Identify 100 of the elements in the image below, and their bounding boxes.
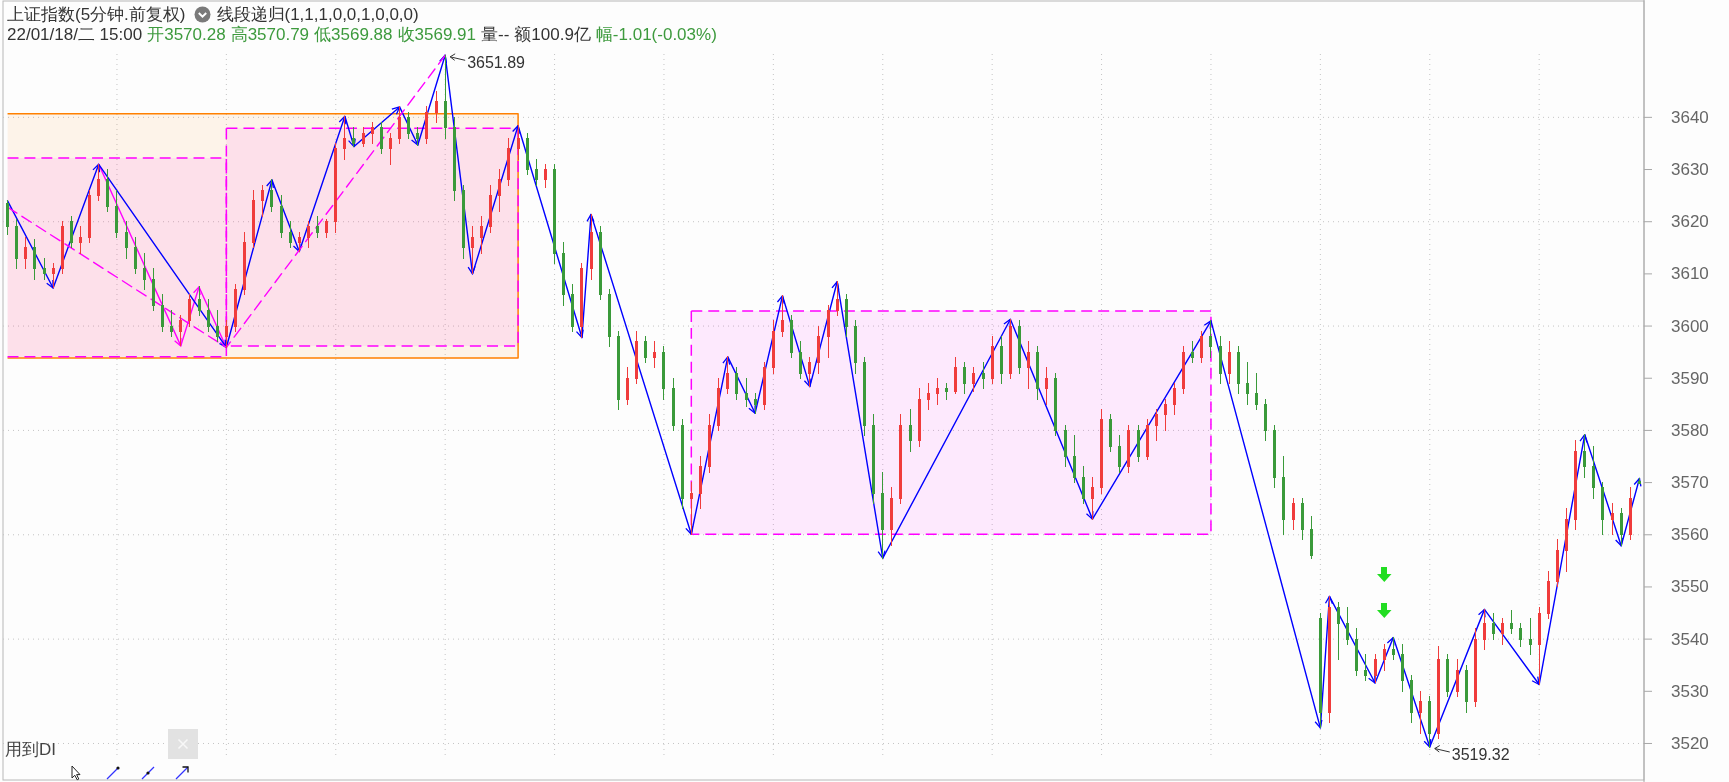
candlestick xyxy=(817,325,820,374)
candlestick xyxy=(1146,419,1149,460)
candlestick xyxy=(1018,320,1021,374)
candlestick xyxy=(1164,398,1167,431)
candlestick xyxy=(872,414,875,504)
candlestick xyxy=(1255,372,1258,411)
candlestick xyxy=(1328,595,1331,724)
candlestick xyxy=(1082,466,1085,504)
candlestick xyxy=(526,132,529,176)
candlestick xyxy=(170,309,173,337)
candlestick xyxy=(936,377,939,405)
candlestick xyxy=(198,286,201,317)
candlestick xyxy=(1492,612,1495,640)
candlestick xyxy=(88,189,91,244)
candlestick xyxy=(416,127,419,146)
candlestick xyxy=(881,471,884,559)
candlestick xyxy=(471,226,474,275)
annotation: 3519.32 xyxy=(1451,745,1510,763)
candlestick xyxy=(635,330,638,384)
candlestick xyxy=(1583,434,1586,478)
candlestick xyxy=(389,132,392,165)
candlestick xyxy=(1501,617,1504,645)
candlestick xyxy=(1237,346,1240,395)
candlestick xyxy=(708,414,711,473)
chart-subtitle: 线段递归(1,1,1,0,0,1,0,0,0) xyxy=(216,5,419,25)
candlestick xyxy=(1428,696,1431,748)
candlestick xyxy=(61,221,64,275)
candlestick xyxy=(909,409,912,452)
candlestick xyxy=(927,382,930,411)
candlestick xyxy=(963,362,966,395)
candlestick xyxy=(1319,612,1322,729)
y-tick-label: 3580 xyxy=(1671,420,1709,440)
candlestick xyxy=(617,330,620,411)
candlestick xyxy=(407,111,410,139)
candlestick xyxy=(1009,318,1012,379)
annotation: 开3570.28 xyxy=(147,24,226,44)
candlestick xyxy=(1601,482,1604,536)
candlestick xyxy=(918,388,921,447)
candlestick xyxy=(1273,424,1276,489)
annotation: 用到DI xyxy=(5,740,56,760)
y-tick-label: 3640 xyxy=(1671,107,1709,127)
candlestick xyxy=(453,116,456,202)
candlestick xyxy=(699,456,702,510)
candlestick xyxy=(544,163,547,189)
candlestick xyxy=(435,90,438,124)
candlestick xyxy=(1118,435,1121,473)
candlestick xyxy=(1301,497,1304,541)
candlestick xyxy=(1045,367,1048,405)
candlestick xyxy=(1228,341,1231,384)
candlestick xyxy=(280,195,283,238)
candlestick xyxy=(590,213,593,280)
candlestick xyxy=(188,294,191,327)
candlestick xyxy=(1565,508,1568,572)
candlestick xyxy=(343,115,346,160)
annotation: 3651.89 xyxy=(467,53,526,71)
candlestick xyxy=(1611,502,1614,536)
candlestick xyxy=(1410,675,1413,724)
candlestick xyxy=(371,122,374,144)
candlestick xyxy=(1383,643,1386,671)
candlestick xyxy=(726,356,729,395)
annotation: 高3570.79 xyxy=(230,24,310,44)
candlestick xyxy=(252,189,255,249)
candlestick xyxy=(1073,435,1076,484)
candlestick xyxy=(982,362,985,390)
candlestick xyxy=(1292,497,1295,531)
candlestick xyxy=(827,304,830,358)
candlestick xyxy=(498,169,501,212)
candlestick xyxy=(243,231,246,296)
candlestick xyxy=(15,218,18,270)
candlestick xyxy=(352,127,355,148)
candlestick xyxy=(754,393,757,414)
candlestick xyxy=(1282,456,1285,536)
candlestick xyxy=(890,487,893,546)
candlestick xyxy=(1155,409,1158,442)
candlestick xyxy=(681,419,684,510)
candlestick xyxy=(945,382,948,400)
candlestick xyxy=(507,137,510,186)
candlestick xyxy=(763,362,766,411)
annotation: 量-- xyxy=(480,24,510,44)
candlestick xyxy=(854,320,857,374)
candlestick xyxy=(125,221,128,259)
candlestick xyxy=(580,262,583,339)
annotation: 低3569.88 xyxy=(314,24,393,44)
annotation: 收3569.91 xyxy=(397,24,476,44)
candlestick xyxy=(1556,539,1559,588)
candlestick xyxy=(1456,659,1459,698)
candlestick xyxy=(1264,398,1267,442)
candlestick xyxy=(334,142,337,233)
candlestick xyxy=(1036,346,1039,400)
candlestick xyxy=(444,54,447,139)
candlestick xyxy=(1027,341,1030,390)
candlestick xyxy=(1474,628,1477,708)
candlestick xyxy=(899,414,902,504)
candlestick xyxy=(43,257,46,280)
candlestick xyxy=(562,242,565,306)
y-tick-label: 3610 xyxy=(1671,264,1709,284)
candlestick xyxy=(152,268,155,311)
candlestick xyxy=(289,221,292,249)
candlestick xyxy=(97,163,100,202)
candlestick xyxy=(745,377,748,408)
